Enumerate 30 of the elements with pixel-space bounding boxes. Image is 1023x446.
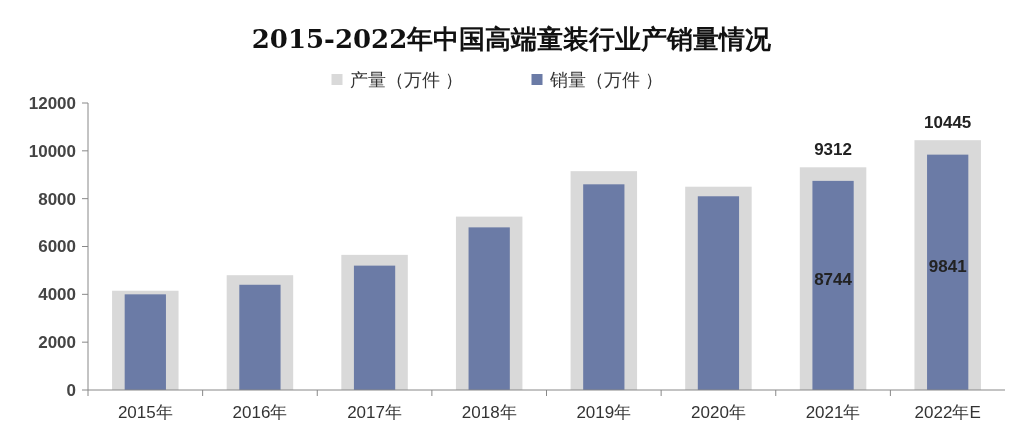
bar <box>697 196 740 390</box>
bar <box>927 154 969 390</box>
bar <box>239 284 281 390</box>
bar <box>468 227 510 390</box>
y-tick-label: 4000 <box>38 285 76 305</box>
y-tick-label: 8000 <box>38 189 76 209</box>
data-label: 8744 <box>814 270 853 290</box>
y-tick-label: 0 <box>66 380 76 400</box>
chart-title: 2015-2022年中国高端童装行业产销量情况 <box>251 24 773 54</box>
bar <box>353 265 396 390</box>
x-tick-label: 2016年 <box>232 403 288 422</box>
data-label: 9312 <box>814 140 852 160</box>
legend-label: 销量（万件 ） <box>548 70 663 90</box>
y-tick-label: 12000 <box>28 93 76 113</box>
x-tick-label: 2019年 <box>576 403 632 422</box>
x-tick-label: 2018年 <box>461 403 517 422</box>
data-label: 9841 <box>928 257 967 277</box>
legend-label: 产量（万件 ） <box>349 70 463 90</box>
bar <box>812 180 854 390</box>
x-tick-label: 2015年 <box>117 403 173 422</box>
bar <box>583 184 625 390</box>
x-tick-label: 2021年 <box>805 403 861 422</box>
x-tick-label: 2017年 <box>347 403 402 422</box>
y-tick-label: 2000 <box>38 333 76 353</box>
y-tick-label: 6000 <box>38 237 76 257</box>
bar <box>124 294 166 390</box>
y-tick-label: 10000 <box>28 141 76 161</box>
x-tick-label: 2020年 <box>691 403 746 422</box>
x-tick-label: 2022年E <box>914 403 981 422</box>
data-label: 10445 <box>924 113 972 133</box>
